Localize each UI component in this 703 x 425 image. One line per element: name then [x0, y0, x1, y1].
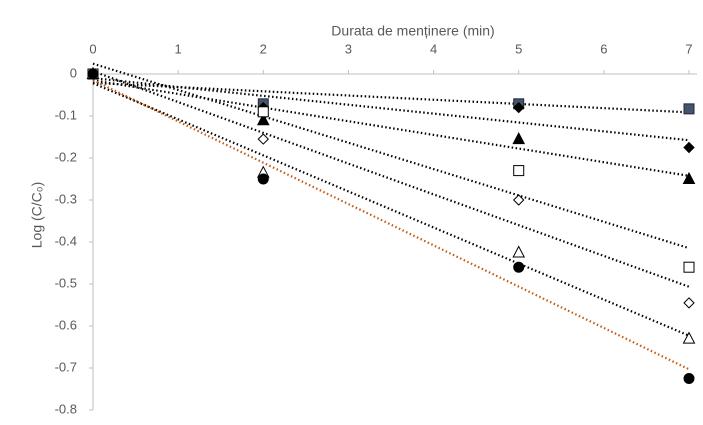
- y-tick-label: -0.4: [55, 233, 77, 248]
- marker: [87, 68, 99, 80]
- x-tick-label: 6: [600, 41, 607, 56]
- marker: [513, 165, 525, 177]
- x-tick-label: 5: [515, 41, 522, 56]
- marker: [683, 373, 695, 384]
- marker: [683, 261, 695, 273]
- y-tick-label: -0.2: [55, 149, 77, 164]
- y-tick-label: -0.7: [55, 359, 77, 374]
- marker: [682, 331, 696, 344]
- y-tick-label: -0.6: [55, 317, 77, 332]
- marker: [683, 103, 695, 115]
- y-tick-label: -0.1: [55, 107, 77, 122]
- marker: [513, 261, 525, 273]
- x-tick-label: 7: [685, 41, 692, 56]
- marker: [683, 141, 695, 154]
- trendline: [92, 79, 690, 177]
- x-tick-label: 0: [89, 41, 96, 56]
- y-axis-label: Log (C/C₀): [29, 182, 45, 249]
- x-tick-label: 2: [260, 41, 267, 56]
- marker: [513, 101, 525, 114]
- trendline: [92, 81, 690, 114]
- x-tick-label: 3: [345, 41, 352, 56]
- marker: [683, 297, 695, 309]
- marker: [512, 245, 526, 258]
- x-axis-label: Durata de menținere (min): [331, 23, 494, 39]
- y-tick-label: 0: [70, 65, 77, 80]
- trendline: [92, 70, 690, 288]
- trendline: [92, 79, 690, 371]
- marker: [682, 171, 696, 184]
- x-tick-label: 1: [175, 41, 182, 56]
- trendline: [92, 82, 690, 337]
- y-tick-label: -0.3: [55, 191, 77, 206]
- y-tick-label: -0.8: [55, 401, 77, 416]
- y-tick-label: -0.5: [55, 275, 77, 290]
- marker: [256, 113, 270, 126]
- x-tick-label: 4: [430, 41, 437, 56]
- marker: [257, 173, 269, 185]
- trendline: [92, 62, 690, 250]
- marker: [257, 106, 269, 118]
- marker: [257, 133, 269, 145]
- marker: [512, 132, 526, 145]
- trendline: [92, 77, 690, 142]
- marker: [513, 194, 525, 206]
